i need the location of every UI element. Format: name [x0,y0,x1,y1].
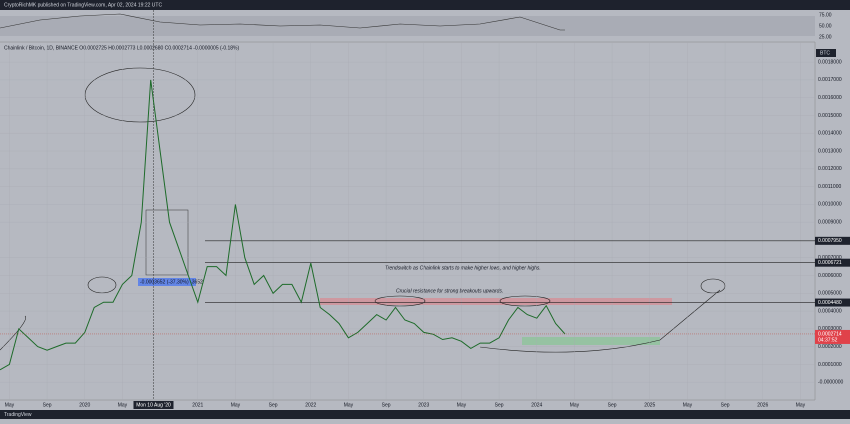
price-label-box [815,236,850,245]
drawing [479,289,721,353]
y-tick-label: 0.0005000 [818,291,842,297]
footer: TradingView [4,412,32,418]
price-label-box [815,258,850,267]
y-tick-label: 0.0007000 [818,255,842,261]
drawing [700,278,726,294]
x-tick-label: Sep [495,402,504,408]
last-price-box [815,329,850,344]
drawing [84,67,196,123]
x-tick-label: Sep [382,402,391,408]
y-tick-label: 0.0017000 [818,77,842,83]
measure-box [145,209,189,276]
drawing [0,315,26,351]
drawing [87,276,117,294]
measure-label: -0.0003652 (-37.30%) -3652 [140,279,203,285]
x-tick-label: Sep [269,402,278,408]
x-tick-label: 2024 [531,402,542,408]
rsi-line [0,13,565,31]
x-tick-label: 2023 [418,402,429,408]
y-tick-label: 0.0014000 [818,131,842,137]
y-tick-label: 0.0013000 [818,148,842,154]
header: CryptoRichMK published on TradingView.co… [4,2,162,8]
x-tick-label: May [118,402,128,408]
y-tick-label: 0.0001000 [818,362,842,368]
y-tick-label: 0.0010000 [818,202,842,208]
x-tick-label: 2020 [79,402,90,408]
x-tick-label: 2022 [305,402,316,408]
footer-bar [0,410,850,419]
price-label: 0.0007950 [818,238,842,244]
crosshair-box [133,401,174,409]
annotation: Crucial resistance for strong breakouts … [396,288,503,294]
price-label-box [815,298,850,307]
legend: Chainlink / Bitcoin, 1D, BINANCE O0.0002… [4,45,239,51]
rsi-label: 75.00 [819,12,832,18]
x-tick-label: May [570,402,580,408]
price-line-series [0,79,566,371]
x-tick-label: May [231,402,241,408]
drawing [499,295,551,307]
currency: BTC [820,50,830,56]
y-tick-label: 0.0018000 [818,59,842,65]
y-tick-label: 0.0009000 [818,219,842,225]
y-tick-label: 0.0016000 [818,95,842,101]
resistance-zone [320,298,672,305]
currency-box [816,49,836,57]
x-tick-label: May [683,402,693,408]
annotation: Trendswitch as Chainlink starts to make … [385,265,541,271]
x-tick-label: May [5,402,15,408]
rsi-label: 25.00 [819,34,832,40]
price-label: 0.0006721 [818,260,842,266]
x-tick-label: May [796,402,806,408]
rsi-label: 50.00 [819,23,832,29]
support-zone [522,337,660,345]
top-bar [0,0,850,10]
price-label: 0.0004480 [818,300,842,306]
x-tick-label: 2026 [757,402,768,408]
last-price-label: 0.0002714 [818,331,842,337]
y-tick-label: 0.0006000 [818,273,842,279]
y-tick-label: 0.0004000 [818,308,842,314]
y-tick-label: 0.0011000 [818,184,841,190]
x-tick-label: 2021 [192,402,203,408]
y-tick-label: 0.0002000 [818,344,842,350]
x-tick-label: May [457,402,467,408]
y-tick-label: -0.0000000 [818,380,844,386]
x-tick-label: Sep [721,402,730,408]
measure-label-box [138,278,196,286]
y-tick-label: 0.0012000 [818,166,842,172]
countdown: 04:37:52 [818,337,838,343]
x-tick-label: May [344,402,354,408]
rsi-band [0,16,815,36]
crosshair-label: Mon 10 Aug '20 [136,402,171,408]
y-tick-label: 0.0003000 [818,326,842,332]
x-tick-label: Sep [43,402,52,408]
y-tick-label: 0.0015000 [818,113,842,119]
x-tick-label: Sep [608,402,617,408]
drawing [374,295,426,307]
x-tick-label: 2025 [644,402,655,408]
